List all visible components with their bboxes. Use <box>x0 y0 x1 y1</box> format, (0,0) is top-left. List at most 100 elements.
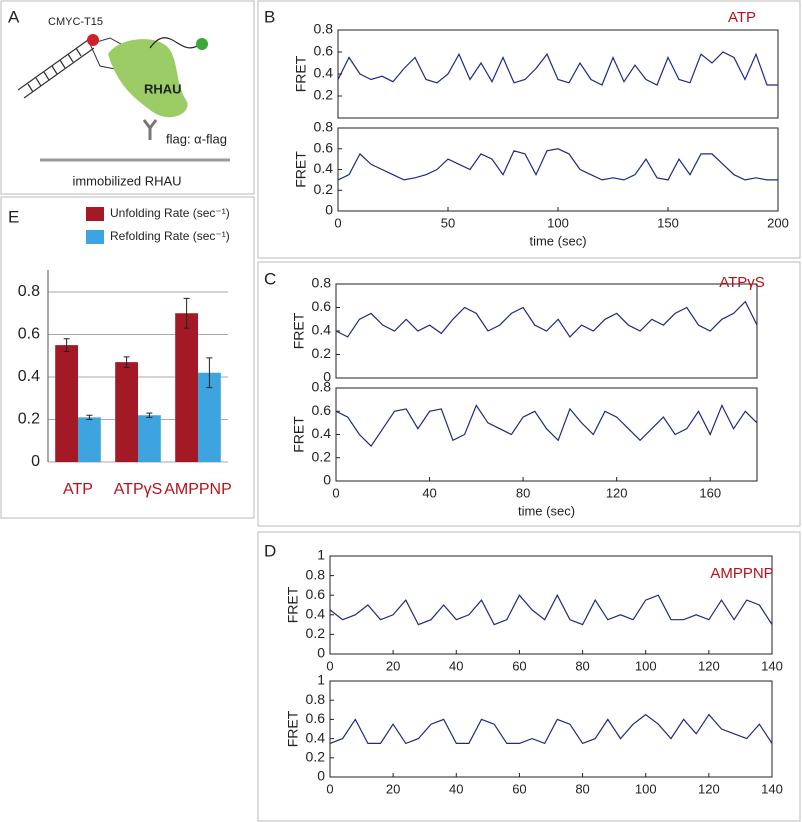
plot-frame <box>337 29 779 119</box>
x-tick-label: 120 <box>606 485 628 500</box>
panel-label: B <box>264 7 275 26</box>
y-tick-label: 0.4 <box>312 322 332 338</box>
y-tick-label: 0.8 <box>312 379 332 395</box>
y-tick-label: 0 <box>323 369 331 385</box>
y-tick-label: 0.2 <box>18 411 40 428</box>
y-tick-label: 0.6 <box>314 139 334 155</box>
y-tick-label: 0.4 <box>314 65 334 81</box>
x-tick-label: 160 <box>699 485 721 500</box>
y-tick-label: 0.4 <box>306 729 326 745</box>
acceptor-dye <box>196 38 208 50</box>
tether <box>149 37 201 49</box>
x-tick-label: 140 <box>761 781 783 796</box>
plot-frame <box>329 680 773 778</box>
panel-label: A <box>8 7 20 26</box>
x-tick-label: ATP <box>63 481 93 498</box>
x-tick-label: 0 <box>332 485 339 500</box>
y-tick-label: 0.2 <box>314 87 334 103</box>
x-tick-label: 140 <box>761 658 783 673</box>
bar <box>138 415 161 462</box>
x-tick-label: 150 <box>657 215 679 230</box>
y-tick-label: 0 <box>31 453 40 470</box>
panel-frame <box>0 0 255 195</box>
fret-trace <box>335 300 758 338</box>
x-tick-label: 80 <box>516 485 530 500</box>
error-bar <box>183 297 190 329</box>
fret-trace <box>337 148 778 181</box>
legend-label: Refolding Rate (sec⁻¹) <box>110 229 230 243</box>
panel-label: E <box>8 207 19 226</box>
x-tick-label: AMPPNP <box>164 481 232 498</box>
y-tick-label: 0.4 <box>314 160 334 176</box>
y-axis-label: FRET <box>293 55 309 92</box>
y-tick-label: 0.6 <box>306 586 326 602</box>
y-tick-label: 0.4 <box>18 368 40 385</box>
y-tick-label: 0.8 <box>306 566 326 582</box>
panel-frame <box>257 261 801 527</box>
legend-swatch <box>86 230 104 244</box>
y-axis-label: FRET <box>291 312 307 349</box>
error-bar <box>123 356 130 368</box>
legend-label: Unfolding Rate (sec⁻¹) <box>110 206 230 220</box>
y-tick-label: 0 <box>323 472 331 488</box>
x-tick-label: 40 <box>449 781 463 796</box>
y-axis-label: FRET <box>285 710 301 747</box>
panel-label: D <box>264 541 276 560</box>
fret-trace <box>329 593 773 626</box>
fret-trace <box>335 403 758 448</box>
y-tick-label: 0.6 <box>312 298 332 314</box>
y-tick-label: 0.2 <box>306 625 326 641</box>
annotation: AMPPNP <box>710 565 773 582</box>
x-tick-label: 100 <box>635 781 657 796</box>
y-tick-label: 0 <box>317 645 325 661</box>
rhau-protein <box>108 39 188 118</box>
y-tick-label: 0 <box>317 768 325 784</box>
y-tick-label: 1 <box>317 547 325 563</box>
x-axis-label: time (sec) <box>529 233 586 248</box>
bar <box>115 362 138 462</box>
plot-frame <box>335 387 758 482</box>
y-tick-label: 0.8 <box>314 119 334 135</box>
y-tick-label: 0.2 <box>306 749 326 765</box>
plot-frame <box>329 555 773 655</box>
y-tick-label: 0.6 <box>306 710 326 726</box>
y-axis-label: FRET <box>285 586 301 623</box>
plot-frame <box>337 127 779 212</box>
x-tick-label: 0 <box>326 781 333 796</box>
y-tick-label: 0.6 <box>18 326 40 343</box>
bar <box>175 313 198 462</box>
x-tick-label: 120 <box>698 781 720 796</box>
y-tick-label: 0.4 <box>306 606 326 622</box>
panel-frame <box>0 196 255 519</box>
dna-duplex <box>17 39 95 99</box>
panel-label: C <box>264 269 276 288</box>
bar <box>198 372 221 462</box>
error-bar <box>86 414 93 420</box>
y-tick-label: 0.4 <box>312 425 332 441</box>
x-tick-label: 80 <box>575 781 589 796</box>
y-tick-label: 0.8 <box>312 275 332 291</box>
y-tick-label: 0.2 <box>314 181 334 197</box>
y-axis-label: FRET <box>291 416 307 453</box>
y-tick-label: 0.2 <box>312 345 332 361</box>
panel-frame <box>257 531 801 822</box>
x-tick-label: 120 <box>698 658 720 673</box>
annotation: ATPγS <box>719 274 765 291</box>
schematic: A CMYC-T15 RHAU flag: α-flag immobilized… <box>8 7 230 188</box>
y-tick-label: 0.6 <box>312 402 332 418</box>
protein-label: RHAU <box>144 81 182 96</box>
x-tick-label: 100 <box>547 215 569 230</box>
y-tick-label: 0.8 <box>306 691 326 707</box>
y-tick-label: 0.6 <box>314 43 334 59</box>
y-axis-label: FRET <box>293 151 309 188</box>
bar <box>78 417 101 462</box>
legend-swatch <box>86 207 104 221</box>
x-tick-label: 60 <box>512 658 526 673</box>
x-tick-label: 20 <box>386 658 400 673</box>
x-tick-label: ATPγS <box>114 481 163 498</box>
y-tick-label: 1 <box>317 672 325 688</box>
y-tick-label: 0.8 <box>18 283 40 300</box>
donor-dye <box>87 34 99 46</box>
surface-label: immobilized RHAU <box>72 173 181 188</box>
